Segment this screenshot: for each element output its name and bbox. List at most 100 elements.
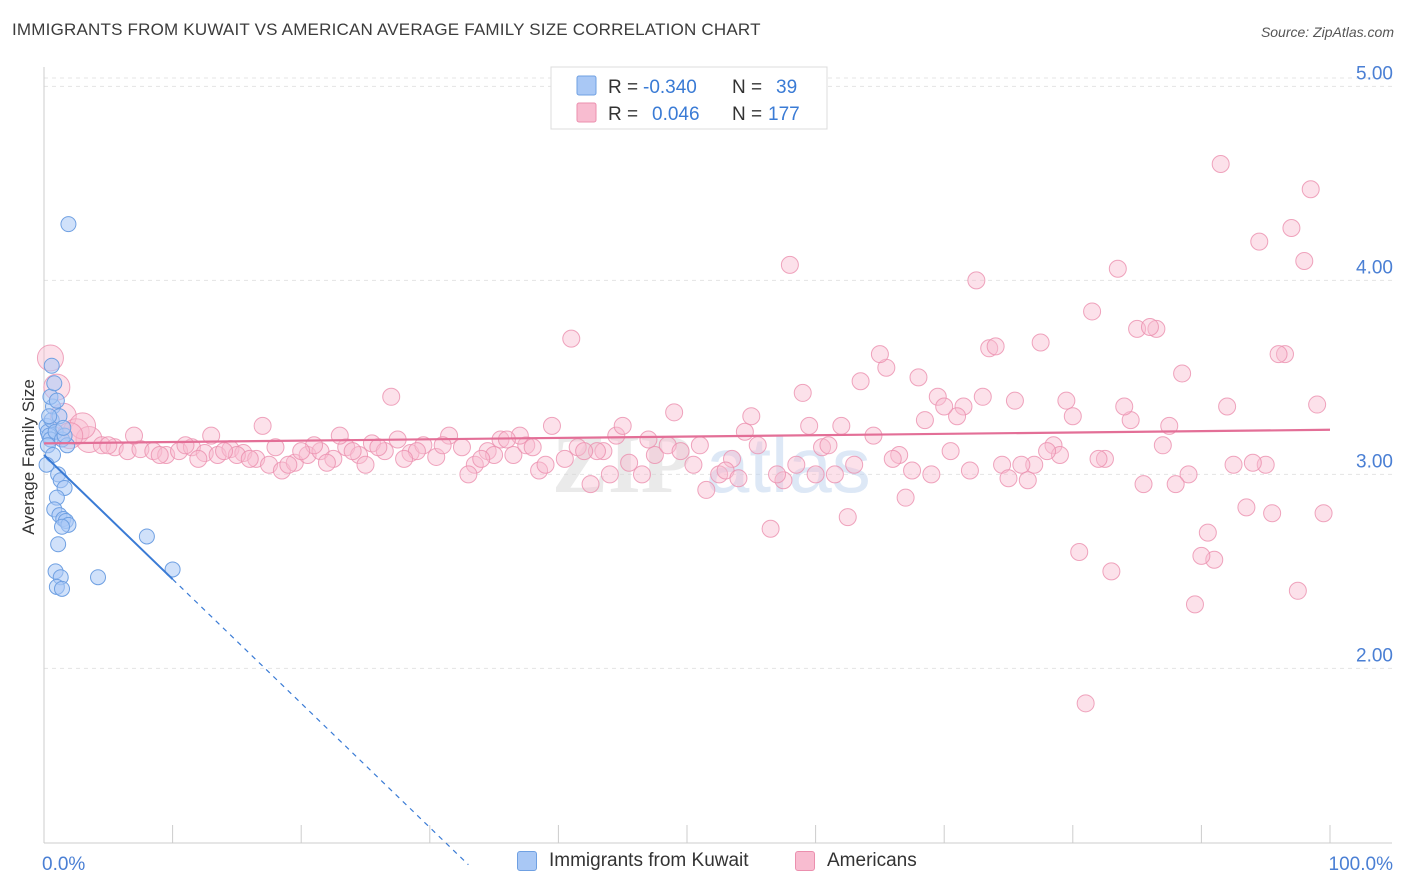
american-point bbox=[819, 436, 838, 455]
kuwait-point bbox=[48, 392, 65, 409]
american-point bbox=[748, 436, 767, 455]
american-point bbox=[838, 508, 857, 527]
kuwait-point bbox=[90, 569, 107, 586]
american-point bbox=[729, 469, 748, 488]
american-point bbox=[684, 455, 703, 474]
american-point bbox=[292, 442, 311, 461]
american-point bbox=[1083, 302, 1102, 321]
american-point bbox=[935, 397, 954, 416]
legend-label-american: Americans bbox=[827, 850, 917, 871]
american-point bbox=[1166, 475, 1185, 494]
american-point bbox=[1031, 333, 1050, 352]
american-point bbox=[99, 436, 118, 455]
american-point bbox=[768, 465, 787, 484]
kuwait-point bbox=[60, 216, 77, 233]
american-point bbox=[1063, 407, 1082, 426]
american-point bbox=[1275, 345, 1294, 364]
american-point bbox=[845, 455, 864, 474]
american-point bbox=[189, 449, 208, 468]
kuwait-point bbox=[38, 456, 55, 473]
american-point bbox=[452, 438, 471, 457]
correlation-legend: R = -0.340 N = 39 R = 0.046 N = 177 bbox=[550, 66, 828, 130]
american-point bbox=[330, 426, 349, 445]
legend-r-label-american: R = bbox=[608, 104, 638, 125]
american-point bbox=[517, 436, 536, 455]
american-point bbox=[1076, 694, 1095, 713]
american-point bbox=[395, 449, 414, 468]
american-point bbox=[1005, 391, 1024, 410]
american-point bbox=[967, 271, 986, 290]
american-point bbox=[240, 449, 259, 468]
american-point bbox=[562, 329, 581, 348]
american-point bbox=[1243, 453, 1262, 472]
american-point bbox=[1140, 317, 1159, 336]
kuwait-point bbox=[50, 536, 67, 553]
kuwait-points bbox=[38, 216, 181, 597]
american-point bbox=[382, 387, 401, 406]
legend-r-value-american: 0.046 bbox=[652, 104, 700, 125]
american-point bbox=[793, 383, 812, 402]
american-point bbox=[1018, 471, 1037, 490]
american-point bbox=[215, 442, 234, 461]
american-point bbox=[903, 461, 922, 480]
american-point bbox=[806, 465, 825, 484]
y-tick-label: 3.00 bbox=[1356, 451, 1393, 472]
american-point bbox=[825, 465, 844, 484]
american-point bbox=[915, 411, 934, 430]
american-point bbox=[266, 438, 285, 457]
legend-r-label-kuwait: R = bbox=[608, 77, 638, 98]
american-point bbox=[1102, 562, 1121, 581]
american-point bbox=[369, 438, 388, 457]
american-point bbox=[883, 449, 902, 468]
watermark-zip: ZIP bbox=[552, 418, 692, 511]
american-point bbox=[813, 438, 832, 457]
legend-item-american[interactable]: Americans bbox=[795, 850, 917, 872]
american-point bbox=[922, 465, 941, 484]
american-point bbox=[472, 449, 491, 468]
american-point bbox=[1282, 219, 1301, 238]
legend-swatch-american-bottom bbox=[795, 851, 815, 871]
american-point bbox=[800, 416, 819, 435]
american-point bbox=[600, 465, 619, 484]
american-point bbox=[1070, 543, 1089, 561]
american-point bbox=[1250, 232, 1269, 251]
american-point bbox=[523, 438, 542, 457]
american-point bbox=[973, 387, 992, 406]
american-point bbox=[125, 426, 144, 445]
american-point bbox=[1263, 504, 1282, 523]
american-point bbox=[459, 465, 478, 484]
american-point bbox=[1038, 442, 1057, 461]
y-tick-label: 4.00 bbox=[1356, 257, 1393, 278]
american-point bbox=[1269, 345, 1288, 364]
legend-swatch-kuwait bbox=[576, 75, 597, 96]
american-point bbox=[870, 345, 889, 364]
american-point bbox=[279, 455, 298, 474]
legend-swatch-american bbox=[576, 102, 597, 123]
american-point bbox=[1095, 449, 1114, 468]
legend-n-value-american: 177 bbox=[768, 104, 800, 125]
american-point bbox=[1211, 155, 1230, 173]
american-trend-line bbox=[43, 428, 1331, 445]
american-point bbox=[504, 446, 523, 464]
legend-item-kuwait[interactable]: Immigrants from Kuwait bbox=[517, 850, 749, 872]
american-point bbox=[587, 442, 606, 461]
american-point bbox=[1301, 180, 1320, 199]
american-point bbox=[928, 387, 947, 406]
american-point bbox=[176, 436, 195, 455]
kuwait-point bbox=[43, 357, 60, 374]
legend-r-value-kuwait: -0.340 bbox=[643, 77, 697, 98]
american-point bbox=[960, 461, 979, 480]
x-tick-label-end: 100.0% bbox=[1329, 854, 1394, 875]
tick-labels: 2.00 3.00 4.00 5.00 0.0% 100.0% bbox=[42, 63, 1393, 875]
american-point bbox=[542, 416, 561, 435]
american-point bbox=[1134, 475, 1153, 494]
american-point bbox=[665, 403, 684, 422]
y-tick-label: 5.00 bbox=[1356, 63, 1393, 84]
american-point bbox=[761, 519, 780, 538]
kuwait-trend-line bbox=[43, 454, 174, 580]
american-point bbox=[356, 455, 375, 474]
american-point bbox=[948, 407, 967, 426]
american-point bbox=[202, 426, 221, 445]
y-axis-label: Average Family Size bbox=[19, 379, 38, 535]
american-point bbox=[1308, 395, 1327, 414]
